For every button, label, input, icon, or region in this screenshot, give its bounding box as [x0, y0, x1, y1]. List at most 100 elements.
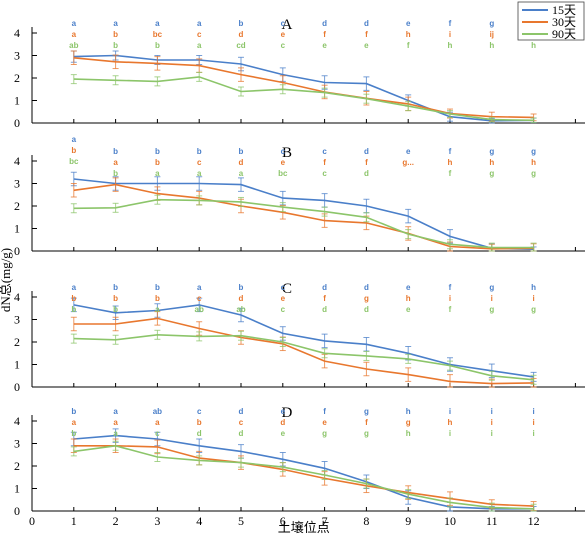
significance-letter: h: [489, 158, 494, 167]
significance-letter: b: [197, 418, 202, 427]
y-axis-title: dN总(mg/g): [0, 248, 13, 312]
significance-letter: a: [155, 305, 160, 314]
significance-letter: b: [155, 147, 160, 156]
legend-label: 15天: [552, 3, 576, 17]
significance-letter: a: [72, 283, 77, 292]
x-tick-label: 1: [71, 514, 77, 528]
legend-label: 30天: [552, 15, 576, 29]
significance-letter: f: [365, 158, 368, 167]
y-tick-label: 4: [14, 26, 20, 40]
significance-letter: c: [281, 19, 286, 28]
significance-letter: f: [449, 305, 452, 314]
series-line-30天: [73, 444, 534, 507]
significance-letter: a: [113, 429, 118, 438]
significance-letter: ab: [69, 41, 78, 50]
significance-letter: d: [239, 407, 244, 416]
significance-letter: c: [197, 30, 202, 39]
significance-letter: c: [322, 147, 327, 156]
y-tick-label: 2: [14, 71, 20, 85]
y-tick-label: 0: [14, 380, 20, 394]
significance-letter: c: [239, 418, 244, 427]
significance-letter: a: [72, 418, 77, 427]
panel-label: B: [282, 145, 292, 161]
significance-letter: h: [406, 407, 411, 416]
x-tick-label: 4: [196, 514, 202, 528]
x-tick-label: 0: [29, 514, 35, 528]
significance-letter: h: [406, 294, 411, 303]
significance-letter: g: [531, 305, 536, 314]
significance-letter: g: [489, 19, 494, 28]
significance-letter: e: [281, 158, 286, 167]
significance-letter: c: [197, 294, 202, 303]
significance-letter: e: [281, 429, 286, 438]
significance-letter: i: [532, 429, 534, 438]
y-tick-label: 1: [14, 358, 20, 372]
significance-letter: c: [197, 158, 202, 167]
significance-letter: g...: [402, 158, 414, 167]
significance-letter: d: [239, 294, 244, 303]
y-tick-label: 2: [14, 199, 20, 213]
x-tick-label: 12: [528, 514, 540, 528]
significance-letter: a: [197, 19, 202, 28]
significance-letter: b: [239, 19, 244, 28]
x-tick-label: 8: [363, 514, 369, 528]
significance-letter: bc: [278, 169, 288, 178]
x-tick-label: 10: [444, 514, 456, 528]
significance-letter: b: [155, 41, 160, 50]
significance-letter: ij: [490, 30, 494, 39]
significance-letter: e: [281, 30, 286, 39]
significance-letter: d: [364, 147, 369, 156]
x-tick-label: 3: [154, 514, 160, 528]
series-line-90天: [73, 76, 534, 122]
significance-letter: b: [113, 283, 118, 292]
significance-letter: h: [448, 418, 453, 427]
series-line-30天: [73, 183, 534, 250]
significance-letter: f: [323, 158, 326, 167]
series-line-15天: [73, 54, 534, 122]
significance-letter: f: [449, 283, 452, 292]
significance-letter: g: [322, 429, 327, 438]
series-line-15天: [73, 304, 534, 378]
significance-letter: d: [364, 283, 369, 292]
significance-letter: b: [239, 147, 244, 156]
significance-letter: a: [239, 169, 244, 178]
significance-letter: g: [531, 169, 536, 178]
series-line-15天: [73, 178, 534, 250]
x-tick-label: 6: [280, 514, 286, 528]
significance-letter: g: [489, 283, 494, 292]
significance-letter: d: [364, 19, 369, 28]
significance-letter: g: [489, 305, 494, 314]
x-tick-label: 2: [113, 514, 119, 528]
significance-letter: bc: [153, 30, 163, 39]
significance-letter: c: [322, 169, 327, 178]
significance-letter: cd: [236, 41, 245, 50]
significance-letter: g: [364, 294, 369, 303]
significance-letter: f: [449, 19, 452, 28]
significance-letter: a: [197, 283, 202, 292]
significance-letter: b: [71, 294, 76, 303]
series-line-90天: [73, 333, 534, 381]
significance-letter: i: [491, 429, 493, 438]
significance-letter: bc: [69, 157, 79, 166]
significance-letter: ab: [153, 407, 162, 416]
x-axis-title: 土壤位点: [278, 520, 330, 535]
significance-letter: c: [281, 147, 286, 156]
significance-letter: i: [449, 294, 451, 303]
significance-letter: ab: [195, 305, 204, 314]
significance-letter: b: [71, 407, 76, 416]
significance-letter: h: [531, 41, 536, 50]
significance-letter: d: [322, 305, 327, 314]
significance-letter: b: [71, 305, 76, 314]
y-tick-label: 2: [14, 335, 20, 349]
panel-label: C: [282, 281, 292, 297]
significance-letter: g: [489, 147, 494, 156]
y-tick-label: 4: [14, 414, 20, 428]
y-tick-label: 0: [14, 504, 20, 518]
significance-letter: g: [364, 429, 369, 438]
y-tick-label: 4: [14, 290, 20, 304]
significance-letter: f: [323, 407, 326, 416]
significance-letter: i: [491, 407, 493, 416]
significance-letter: c: [155, 429, 160, 438]
significance-letter: a: [113, 158, 118, 167]
